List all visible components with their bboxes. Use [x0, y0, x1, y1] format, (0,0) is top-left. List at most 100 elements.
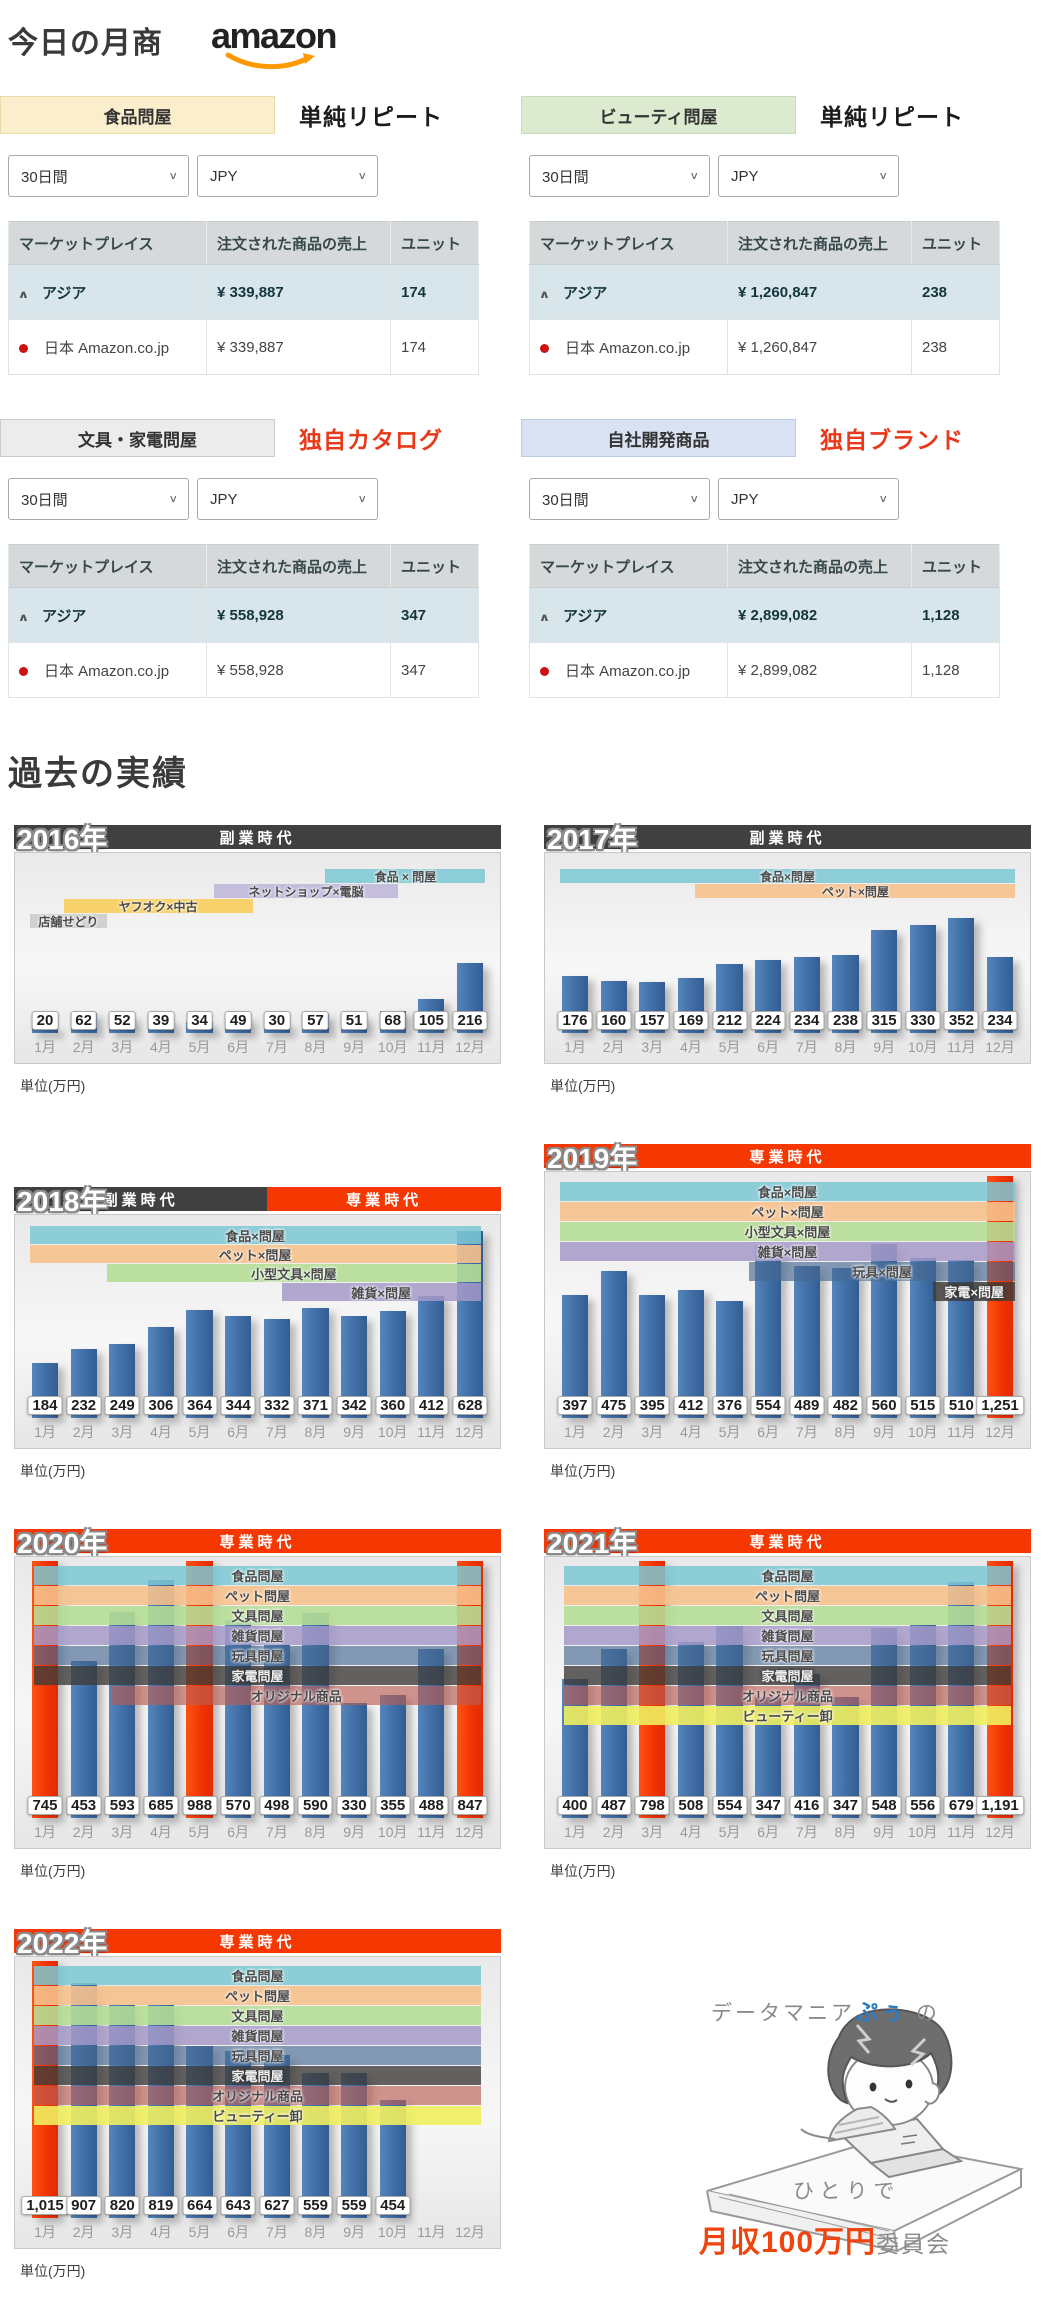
marketplace-row[interactable]: 日本 Amazon.co.jp ¥ 558,928 347 [8, 642, 479, 698]
month-tick-label: 7月 [265, 1424, 288, 1440]
month-tick-label: 4月 [149, 2224, 172, 2240]
band-label: ビューティー卸 [212, 2109, 303, 2124]
band-label: 家電問屋 [231, 2069, 284, 2084]
month-tick-label: 3月 [111, 1824, 134, 1840]
marketplace-row[interactable]: 日本 Amazon.co.jp ¥ 1,260,847 238 [529, 319, 1000, 375]
currency-select[interactable]: JPY ∨ [197, 478, 378, 520]
chart-2018: 副業時代 専業時代 2018年 食品×問屋 ペット×問屋 小型文具×問屋 雑貨×問屋 184 2… [14, 1185, 501, 1481]
bar-value-label: 628 [452, 1396, 488, 1415]
band-label: 雑貨問屋 [231, 2029, 284, 2044]
column-header: 注文された商品の売上 [727, 221, 912, 265]
band-文具問屋: 文具問屋 [34, 1606, 481, 1625]
unit-caption: 単位(万円) [550, 1863, 616, 1879]
mascot-caption-line3: 月収100万円委員会 [699, 2226, 952, 2259]
bar-value-label: 360 [375, 1396, 411, 1415]
band-食品×問屋: 食品×問屋 [559, 1182, 1016, 1201]
bar-value-label: 57 [302, 1011, 329, 1030]
band-店舗せどり: 店舗せどり [29, 914, 108, 929]
units-cell: 174 [390, 264, 479, 320]
band-label: 玩具問屋 [231, 1649, 284, 1664]
collapse-caret-icon[interactable]: ∧ [538, 611, 551, 624]
panel-header: 食品問屋 単純リピート [0, 96, 501, 134]
column-header: マーケットプレイス [8, 221, 207, 265]
currency-select[interactable]: JPY ∨ [197, 155, 378, 197]
marketplace-row[interactable]: 日本 Amazon.co.jp ¥ 339,887 174 [8, 319, 479, 375]
bar-value-label: 482 [827, 1396, 863, 1415]
month-tick-label: 3月 [641, 1039, 664, 1055]
month-tick-label: 12月 [985, 1824, 1015, 1840]
bar-value-label: 745 [27, 1796, 63, 1815]
bar-value-label: 498 [259, 1796, 295, 1815]
month-tick-label: 9月 [873, 1039, 895, 1055]
period-select[interactable]: 30日間 ∨ [529, 478, 710, 520]
month-tick-label: 9月 [343, 1039, 365, 1055]
period-select[interactable]: 30日間 ∨ [8, 478, 189, 520]
month-tick-label: 10月 [907, 1824, 938, 1840]
marketplace-group-row[interactable]: ∧ アジア ¥ 339,887 174 [8, 264, 479, 320]
bar-value-label: 395 [634, 1396, 670, 1415]
bar-value-label: 212 [712, 1011, 748, 1030]
month-tick-label: 1月 [34, 2224, 56, 2240]
band-label: 雑貨問屋 [761, 1629, 814, 1644]
currency-select[interactable]: JPY ∨ [718, 478, 899, 520]
chevron-down-icon: ∨ [168, 169, 178, 182]
month-tick-label: 1月 [564, 1824, 586, 1840]
bar-value-label: 352 [943, 1011, 979, 1030]
month-tick-label: 4月 [679, 1824, 702, 1840]
bar-value-label: 664 [182, 2196, 218, 2215]
era-banner: 副業時代 [14, 1187, 268, 1211]
band-label: 玩具問屋 [231, 2049, 284, 2064]
marketplace-group-row[interactable]: ∧ アジア ¥ 2,899,082 1,128 [529, 587, 1000, 643]
bar-value-label: 39 [147, 1011, 175, 1030]
collapse-caret-icon[interactable]: ∧ [17, 611, 30, 624]
bar-2月 [70, 1661, 97, 1818]
collapse-caret-icon[interactable]: ∧ [17, 288, 30, 301]
month-tick-label: 12月 [455, 1039, 485, 1055]
collapse-caret-icon[interactable]: ∧ [538, 288, 551, 301]
marketplace-dot-icon [540, 666, 549, 676]
currency-select-value: JPY [731, 167, 759, 185]
bar-value-label: 34 [186, 1011, 213, 1030]
chart-plot: 食品問屋 ペット問屋 文具問屋 雑貨問屋 玩具問屋 家電問屋 オリジナル商品 ビューティー卸 4… [544, 1556, 1031, 1849]
page-title: 今日の月商 [8, 27, 163, 60]
month-tick-label: 5月 [718, 1824, 741, 1840]
chart-plot: 食品問屋 ペット問屋 文具問屋 雑貨問屋 玩具問屋 家電問屋 オリジナル商品 ビューティー卸 1… [14, 1956, 501, 2249]
marketplace-group-row[interactable]: ∧ アジア ¥ 558,928 347 [8, 587, 479, 643]
month-tick-label: 8月 [834, 1424, 857, 1440]
bar-10月 [909, 1258, 936, 1418]
chart-header: 副業時代 2016年 [14, 824, 501, 855]
chart-header: 専業時代 2019年 [544, 1143, 1031, 1174]
month-tick-label: 2月 [72, 2224, 95, 2240]
marketplace-row[interactable]: 日本 Amazon.co.jp ¥ 2,899,082 1,128 [529, 642, 1000, 698]
bar-value-label: 52 [108, 1011, 136, 1030]
era-banners: 専業時代 [14, 1529, 501, 1553]
currency-select[interactable]: JPY ∨ [718, 155, 899, 197]
bar-value-label: 988 [182, 1796, 218, 1815]
month-tick-label: 7月 [265, 1039, 288, 1055]
period-select[interactable]: 30日間 ∨ [8, 155, 189, 197]
sales-panels-grid: 食品問屋 単純リピート 30日間 ∨ JPY ∨ マーケットプレイス 注文された商品の売上 ユニ… [0, 96, 1042, 698]
mascot-illustration: データマニアぷぅ の ひとりで 月収100万円委員会 [689, 1979, 1031, 2281]
bar-value-label: 160 [596, 1011, 632, 1030]
bar-value-label: 475 [596, 1396, 632, 1415]
past-results-title: 過去の実績 [8, 755, 188, 793]
month-tick-label: 6月 [227, 1824, 250, 1840]
bar-value-label: 1,015 [21, 2196, 69, 2215]
sales-panel-2: ビューティ問屋 単純リピート 30日間 ∨ JPY ∨ マーケットプレイス 注文された商品の売… [521, 96, 1022, 375]
bar-value-label: 234 [789, 1011, 825, 1030]
bar-value-label: 62 [70, 1011, 97, 1030]
mascot-caption-line2: ひとりで [793, 2180, 901, 2203]
bar-value-label: 488 [413, 1796, 449, 1815]
bar-value-label: 593 [104, 1796, 140, 1815]
period-select[interactable]: 30日間 ∨ [529, 155, 710, 197]
marketplace-group-row[interactable]: ∧ アジア ¥ 1,260,847 238 [529, 264, 1000, 320]
chevron-down-icon: ∨ [689, 169, 699, 182]
month-tick-label: 12月 [455, 1424, 485, 1440]
column-header: マーケットプレイス [529, 544, 728, 588]
month-tick-label: 3月 [111, 2224, 134, 2240]
chart-year-label: 2017年 [547, 824, 638, 855]
units-cell: 1,128 [911, 587, 1000, 643]
region-cell: ∧ アジア [8, 587, 207, 643]
table-header-row: マーケットプレイス 注文された商品の売上 ユニット [8, 544, 479, 588]
